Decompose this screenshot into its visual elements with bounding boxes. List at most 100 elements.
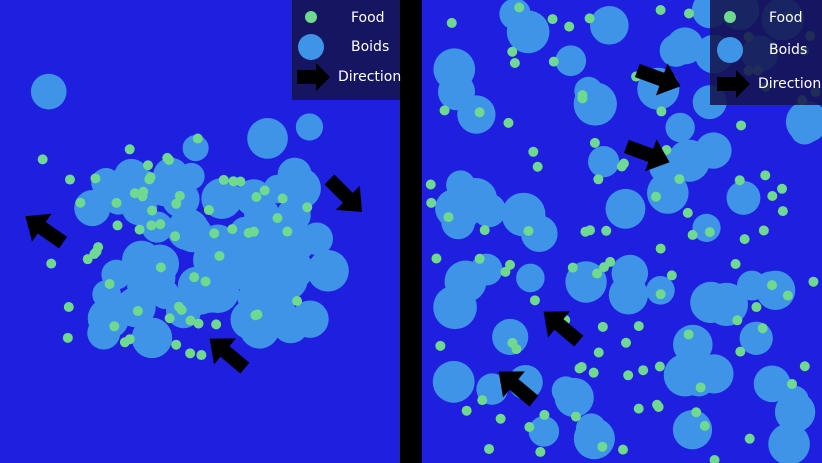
boid — [672, 410, 713, 450]
food — [146, 205, 157, 216]
boid — [492, 318, 529, 356]
food — [709, 455, 720, 463]
food — [89, 248, 100, 259]
legend-food-icon — [724, 11, 736, 23]
food — [477, 395, 488, 406]
boid — [605, 188, 646, 229]
food — [111, 197, 122, 208]
food — [142, 160, 153, 171]
food — [425, 179, 436, 190]
food — [695, 382, 706, 393]
boid — [672, 324, 713, 365]
food — [570, 411, 581, 422]
boid — [704, 282, 749, 326]
food — [132, 306, 143, 317]
boid — [276, 197, 311, 233]
food — [655, 5, 666, 16]
food — [683, 329, 694, 340]
direction-arrows — [25, 63, 681, 407]
direction-arrow — [25, 213, 68, 249]
boid — [196, 270, 240, 313]
food — [174, 190, 185, 201]
food — [214, 251, 225, 262]
boid — [247, 118, 288, 159]
food — [193, 318, 204, 329]
food — [655, 243, 666, 254]
food — [617, 444, 628, 455]
legend-food-icon — [305, 11, 317, 23]
food — [185, 348, 196, 359]
food — [683, 8, 694, 19]
food — [767, 190, 778, 201]
legend-label: Direction — [338, 69, 401, 85]
food — [564, 21, 575, 32]
food — [109, 321, 120, 332]
food — [171, 339, 182, 350]
food — [528, 146, 539, 157]
food — [461, 405, 472, 416]
food — [209, 228, 220, 239]
food — [580, 226, 591, 237]
boid — [575, 413, 607, 444]
food — [446, 17, 457, 28]
food — [134, 224, 145, 235]
boid — [131, 317, 173, 359]
food — [654, 361, 665, 372]
food — [75, 197, 86, 208]
food — [547, 14, 558, 25]
boid — [449, 199, 480, 229]
food — [509, 58, 520, 69]
food — [248, 226, 259, 237]
boid — [753, 365, 791, 403]
direction-arrow — [623, 139, 670, 172]
boid — [225, 225, 270, 271]
legend-boid-icon — [717, 37, 743, 63]
food — [535, 446, 546, 457]
food — [799, 361, 810, 372]
food — [302, 202, 313, 213]
legend-label: Food — [351, 10, 385, 26]
food — [129, 188, 140, 199]
boid — [506, 10, 550, 54]
food — [532, 161, 543, 172]
food — [62, 332, 73, 343]
direction-arrow — [498, 371, 539, 407]
food — [170, 231, 181, 242]
food — [443, 212, 454, 223]
food — [529, 295, 540, 306]
food — [124, 144, 135, 155]
food — [511, 344, 522, 355]
food — [137, 191, 148, 202]
food — [567, 262, 578, 273]
legend-arrow-icon — [297, 63, 330, 91]
food — [599, 262, 610, 273]
food — [633, 403, 644, 414]
food — [523, 225, 534, 236]
boid — [768, 423, 810, 463]
boid — [665, 112, 695, 143]
boid — [589, 6, 629, 45]
food — [524, 421, 535, 432]
food — [682, 207, 693, 218]
boid — [295, 113, 324, 141]
food — [63, 302, 74, 313]
food — [699, 420, 710, 431]
food — [155, 262, 166, 273]
legend-label: Boids — [351, 39, 389, 55]
direction-arrow — [543, 311, 584, 347]
food — [292, 296, 303, 307]
food — [787, 379, 798, 390]
food — [548, 56, 559, 67]
food — [621, 337, 632, 348]
food — [176, 304, 187, 315]
food — [674, 174, 685, 185]
food — [777, 183, 788, 194]
boid — [516, 263, 545, 293]
food — [691, 407, 702, 418]
food — [760, 170, 771, 181]
food — [666, 270, 677, 281]
food — [655, 289, 666, 300]
direction-arrow — [324, 174, 362, 212]
direction-arrow — [209, 338, 250, 374]
